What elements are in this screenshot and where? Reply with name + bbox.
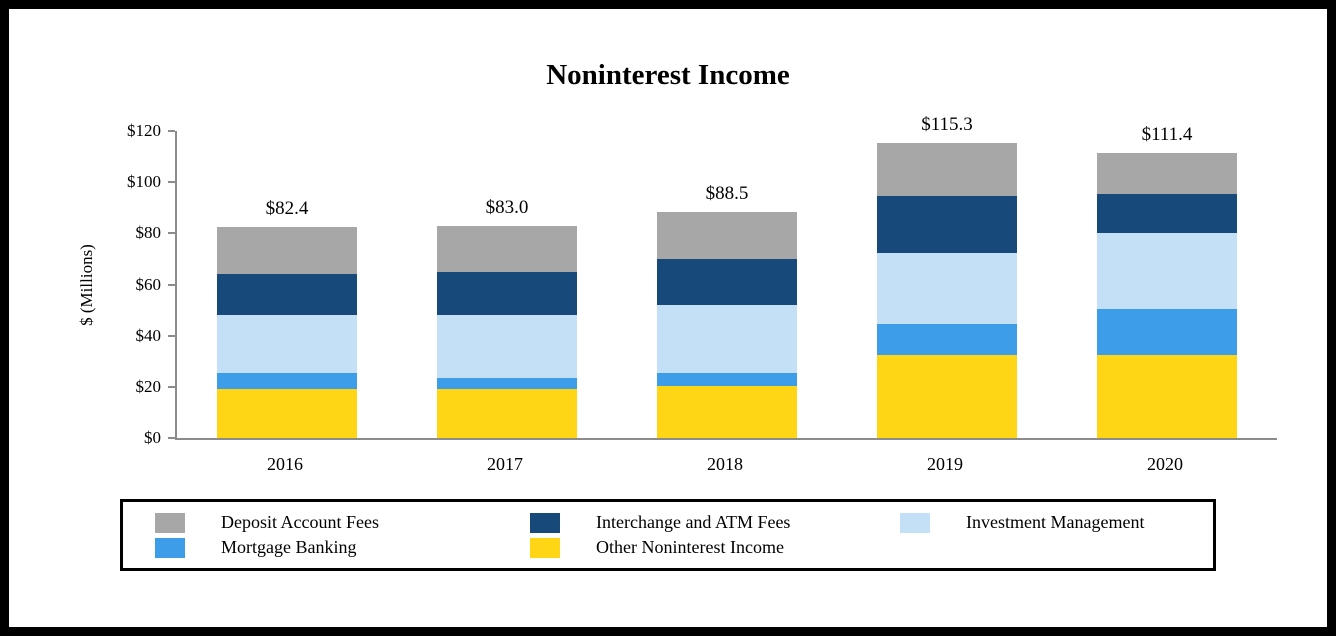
bar-group-2017: $83.0 [437,131,577,438]
bar-segment-investment-management [877,252,1017,325]
x-axis-label: 2017 [487,454,523,474]
legend-label: Other Noninterest Income [596,537,784,557]
chart-title: Noninterest Income [546,59,790,91]
bar-total-label: $82.4 [265,198,309,220]
bar-segment-other-noninterest-income [1097,354,1237,438]
legend-item-other-noninterest-income: Other Noninterest Income [530,537,900,558]
legend-swatch [155,537,185,558]
bar-segment-mortgage-banking [437,377,577,390]
legend-box: Deposit Account Fees Interchange and ATM … [120,499,1216,571]
y-tick-mark [168,130,175,132]
y-tick-label: $120 [127,121,161,140]
legend-item-deposit-account-fees: Deposit Account Fees [155,512,530,533]
y-axis-title: $ (Millions) [77,244,96,326]
bar-segment-other-noninterest-income [437,389,577,438]
y-tick-label: $40 [135,325,162,345]
bar-segment-interchange-and-atm-fees [877,196,1017,253]
bar-stack [437,131,577,438]
legend-item-mortgage-banking: Mortgage Banking [155,537,530,558]
bar-segment-other-noninterest-income [217,389,357,438]
legend-item-interchange-and-atm-fees: Interchange and ATM Fees [530,512,900,533]
y-tick-mark [168,232,175,235]
legend-swatch [530,537,560,558]
y-tick-mark [168,283,175,286]
y-tick-mark [168,437,175,439]
bar-total-label: $111.4 [1141,124,1193,146]
bar-segment-investment-management [437,315,577,378]
bar-segment-deposit-account-fees [877,143,1017,197]
bar-segment-deposit-account-fees [217,227,357,275]
x-axis-label: 2018 [707,454,743,474]
bar-segment-interchange-and-atm-fees [657,258,797,305]
legend-item-investment-management: Investment Management [900,512,1213,533]
bar-group-2019: $115.3 [877,114,1017,438]
y-tick-label: $80 [135,223,162,243]
bar-segment-investment-management [1097,233,1237,309]
y-axis-ticks: $0 $20 $40 $60 $80 $100 $120 [101,121,175,447]
legend-swatch [530,512,560,533]
x-axis-label: 2016 [267,454,303,474]
y-tick-label: $20 [135,376,162,396]
bar-total-label: $83.0 [485,196,529,218]
bar-segment-other-noninterest-income [657,385,797,438]
bar-stack [657,131,797,438]
y-tick-label: $0 [144,428,161,447]
bar-total-label: $115.3 [921,114,973,136]
x-axis-label: 2019 [927,454,963,474]
bar-group-2016: $82.4 [217,131,357,438]
legend-label: Deposit Account Fees [221,512,379,532]
x-axis-label: 2020 [1147,454,1183,474]
plot-area: $0 $20 $40 $60 $80 $100 $120 $82.4 $83.0 $88.5 $1… [127,114,1277,447]
bar-segment-interchange-and-atm-fees [437,271,577,316]
bar-group-2018: $88.5 [657,131,797,438]
bar-total-label: $88.5 [705,182,749,204]
legend-label: Mortgage Banking [221,537,357,557]
bar-segment-mortgage-banking [657,372,797,386]
bar-segment-investment-management [217,315,357,373]
legend-swatch [155,512,185,533]
bar-segment-mortgage-banking [217,372,357,390]
bar-segment-mortgage-banking [877,324,1017,355]
y-tick-mark [168,334,175,337]
bar-segment-deposit-account-fees [1097,153,1237,194]
bar-segment-deposit-account-fees [657,211,797,259]
bar-stack [877,131,1017,438]
legend-grid: Deposit Account Fees Interchange and ATM … [123,502,1213,568]
legend-label: Interchange and ATM Fees [596,512,791,532]
bar-segment-interchange-and-atm-fees [1097,193,1237,234]
legend-label: Investment Management [966,512,1145,532]
bars-row: $82.4 $83.0 $88.5 $115.3 $111.4 [177,114,1277,438]
y-tick-mark [168,385,175,388]
bar-segment-interchange-and-atm-fees [217,274,357,316]
bar-segment-mortgage-banking [1097,308,1237,355]
x-axis-labels: 2016 2017 2018 2019 2020 [175,454,1275,475]
bar-segment-other-noninterest-income [877,354,1017,438]
bar-segment-deposit-account-fees [437,225,577,272]
bar-segment-investment-management [657,305,797,373]
y-tick-label: $60 [135,274,162,294]
y-tick-label: $100 [127,172,161,192]
bar-group-2020: $111.4 [1097,124,1237,438]
y-tick-mark [168,181,175,184]
legend-swatch [900,512,930,533]
bar-stack [1097,131,1237,438]
bar-stack [217,131,357,438]
